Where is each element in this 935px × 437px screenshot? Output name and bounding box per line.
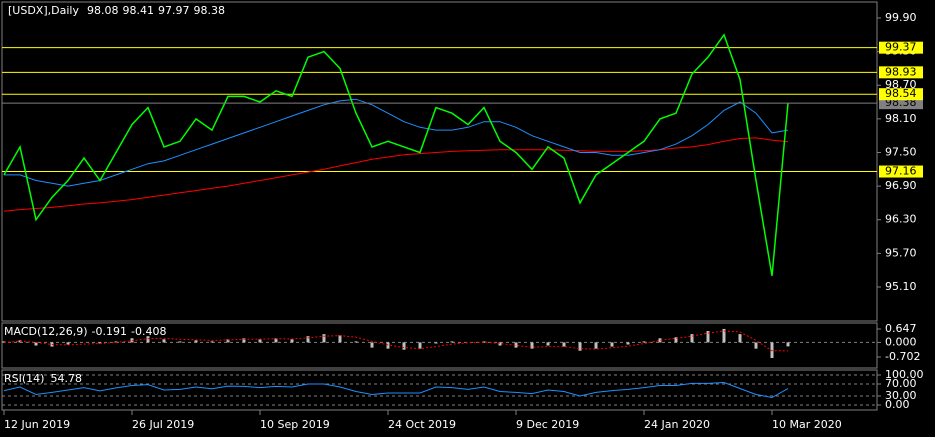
- macd-bar: [594, 342, 598, 349]
- y-tick-label: 98.10: [885, 112, 917, 125]
- ohlc-high: 98.41: [122, 4, 154, 17]
- macd-bar: [162, 339, 166, 343]
- level-box: [879, 88, 923, 101]
- level-label: 98.93: [885, 65, 917, 78]
- level-box: [879, 165, 923, 178]
- y-tick-label: 99.90: [885, 11, 917, 24]
- macd-bar: [274, 338, 278, 343]
- macd-bar: [690, 334, 694, 343]
- y-tick-label: 0.647: [885, 322, 917, 335]
- x-tick-label: 10 Sep 2019: [260, 418, 330, 431]
- y-tick-label: 96.30: [885, 213, 917, 226]
- macd-bar: [546, 342, 550, 346]
- chart-header: [USDX],Daily 98.08 98.41 97.97 98.38: [8, 4, 225, 17]
- macd-bar: [386, 342, 390, 349]
- macd-bar: [530, 342, 534, 349]
- macd-bar: [626, 342, 630, 345]
- panel-border: [1, 369, 878, 411]
- y-tick-label: 30.00: [885, 389, 917, 402]
- y-tick-label: 96.90: [885, 179, 917, 192]
- macd-bar: [178, 341, 182, 343]
- macd-bar: [754, 342, 758, 349]
- x-tick-label: 12 Jun 2019: [4, 418, 70, 431]
- series-line: [3, 330, 789, 352]
- macd-bar: [146, 336, 150, 343]
- macd-bar: [338, 335, 342, 343]
- y-tick-label: 97.50: [885, 145, 917, 158]
- x-tick-label: 24 Oct 2019: [388, 418, 456, 431]
- macd-bar: [514, 342, 518, 348]
- macd-bar: [210, 341, 214, 343]
- macd-bar: [482, 341, 486, 343]
- y-tick-label: 70.00: [885, 377, 917, 390]
- y-tick-label: -0.702: [885, 350, 920, 363]
- macd-bar: [450, 341, 454, 343]
- macd-bar: [306, 336, 310, 343]
- indicator-header: RSI(14) 54.78: [4, 372, 82, 385]
- macd-bar: [98, 342, 102, 344]
- macd-bar: [706, 331, 710, 343]
- macd-bar: [258, 339, 262, 343]
- ohlc-close: 98.38: [193, 4, 225, 17]
- y-tick-label: 0.00: [885, 398, 910, 411]
- ohlc-open: 98.08: [87, 4, 119, 17]
- macd-bar: [786, 342, 790, 347]
- macd-bar: [610, 342, 614, 347]
- rsi-value: 54.78: [50, 372, 82, 385]
- macd-bar: [402, 342, 406, 350]
- macd-bar: [290, 339, 294, 343]
- macd-bar: [498, 342, 502, 346]
- macd-bar: [66, 342, 70, 345]
- macd-bar: [738, 334, 742, 343]
- level-label: 97.16: [885, 165, 917, 178]
- series-line: [4, 98, 789, 187]
- macd-bar: [578, 342, 582, 351]
- y-tick-label: 98.70: [885, 78, 917, 91]
- series-line: [3, 381, 789, 399]
- macd-bar: [354, 341, 358, 343]
- macd-bar: [370, 342, 374, 348]
- panel-border: [1, 322, 878, 369]
- panel-border: [1, 1, 878, 322]
- indicator-header: MACD(12,26,9) -0.191 -0.408: [4, 325, 166, 338]
- macd-bar: [434, 342, 438, 344]
- macd-bar: [658, 338, 662, 343]
- macd-bar: [242, 338, 246, 343]
- y-tick-label: 0.000: [885, 335, 917, 348]
- y-tick-label: 95.70: [885, 246, 917, 259]
- x-tick-label: 9 Dec 2019: [516, 418, 579, 431]
- signal-value: -0.408: [131, 325, 166, 338]
- x-tick-label: 10 Mar 2020: [772, 418, 842, 431]
- macd-bar: [642, 341, 646, 343]
- macd-bar: [722, 328, 726, 343]
- macd-bar: [674, 337, 678, 343]
- indicator-name: RSI(14): [4, 372, 44, 385]
- series-line: [3, 33, 789, 276]
- symbol: [USDX],Daily: [8, 4, 79, 17]
- macd-bar: [226, 339, 230, 343]
- x-tick-label: 24 Jan 2020: [644, 418, 710, 431]
- macd-bar: [322, 334, 326, 343]
- macd-bar: [418, 342, 422, 349]
- macd-bar: [34, 342, 38, 346]
- level-label: 98.54: [885, 87, 917, 100]
- level-box: [879, 66, 923, 79]
- x-tick-label: 26 Jul 2019: [132, 418, 194, 431]
- level-label: 99.37: [885, 41, 917, 54]
- macd-bar: [194, 340, 198, 343]
- y-tick-label: 95.10: [885, 280, 917, 293]
- level-box: [879, 41, 923, 54]
- indicator-name: MACD(12,26,9): [4, 325, 88, 338]
- macd-bar: [562, 342, 566, 347]
- y-tick-label: 100.00: [885, 368, 924, 381]
- macd-value: -0.191: [92, 325, 127, 338]
- ohlc-low: 97.97: [158, 4, 190, 17]
